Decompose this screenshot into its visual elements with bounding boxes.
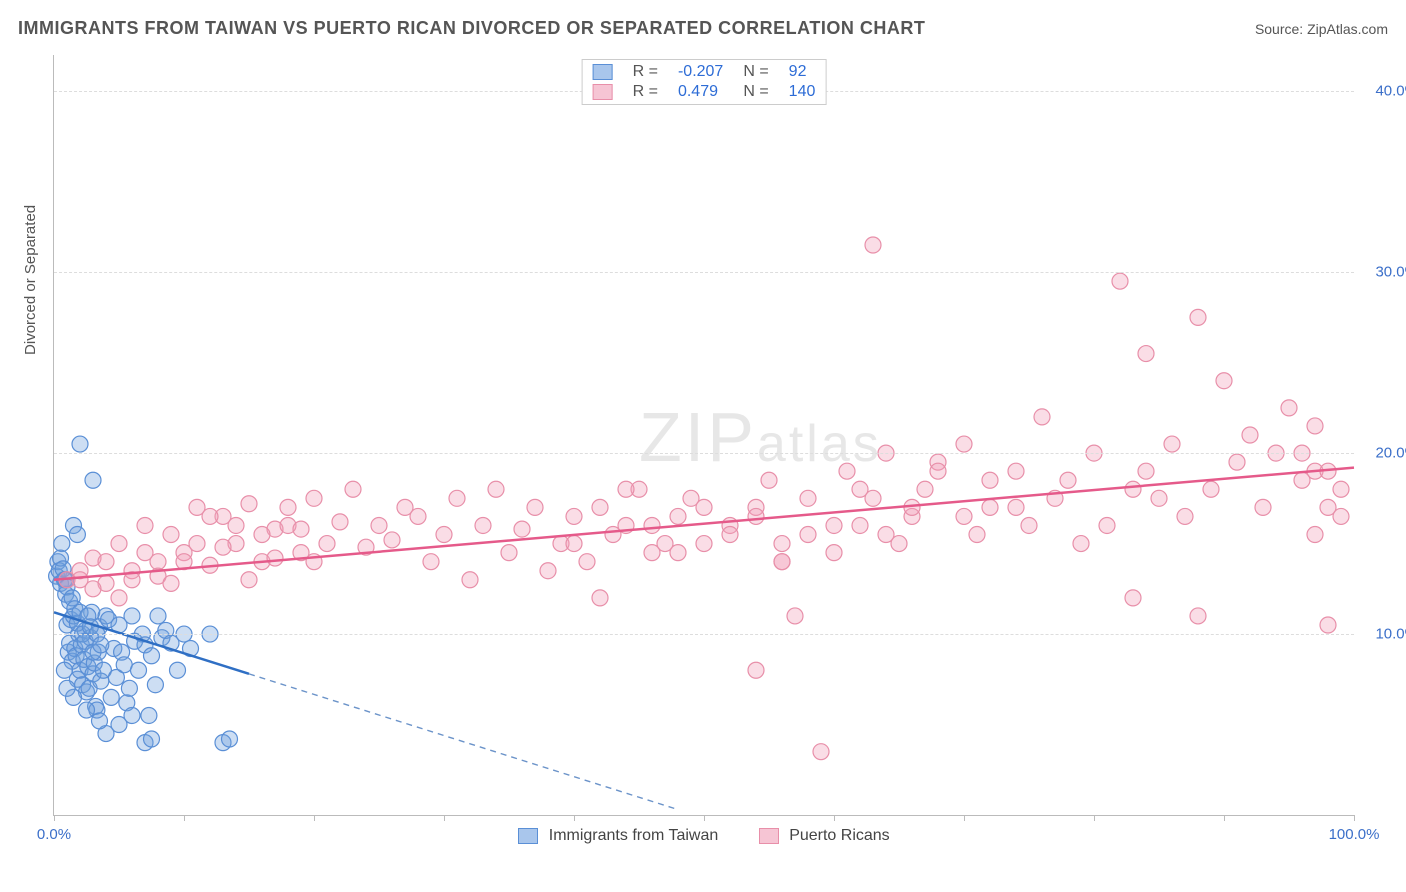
x-tick-label: 100.0% (1329, 826, 1380, 843)
y-tick-label: 20.0% (1362, 445, 1406, 462)
series-swatch-taiwan (593, 64, 613, 80)
r-value-pr[interactable]: 0.479 (668, 82, 733, 102)
legend-label-pr: Puerto Ricans (789, 827, 890, 844)
chart-title: IMMIGRANTS FROM TAIWAN VS PUERTO RICAN D… (18, 18, 925, 39)
n-value-pr[interactable]: 140 (779, 82, 826, 102)
y-axis-label: Divorced or Separated (22, 205, 39, 355)
legend-swatch-taiwan (518, 828, 538, 844)
plot-svg (54, 55, 1354, 815)
series-swatch-pr (593, 84, 613, 100)
y-tick-label: 40.0% (1362, 83, 1406, 100)
y-tick-label: 30.0% (1362, 264, 1406, 281)
y-tick-label: 10.0% (1362, 626, 1406, 643)
r-value-taiwan[interactable]: -0.207 (668, 62, 733, 82)
correlation-legend: R = -0.207 N = 92 R = 0.479 N = 140 (582, 59, 827, 105)
legend-swatch-pr (759, 828, 779, 844)
legend-label-taiwan: Immigrants from Taiwan (549, 827, 719, 844)
source-attribution: Source: ZipAtlas.com (1255, 21, 1388, 37)
series-legend: Immigrants from Taiwan Puerto Ricans (54, 827, 1354, 845)
n-value-taiwan[interactable]: 92 (779, 62, 826, 82)
scatter-plot: ZIPatlas R = -0.207 N = 92 R = 0.479 N =… (53, 55, 1354, 816)
x-tick-label: 0.0% (37, 826, 71, 843)
